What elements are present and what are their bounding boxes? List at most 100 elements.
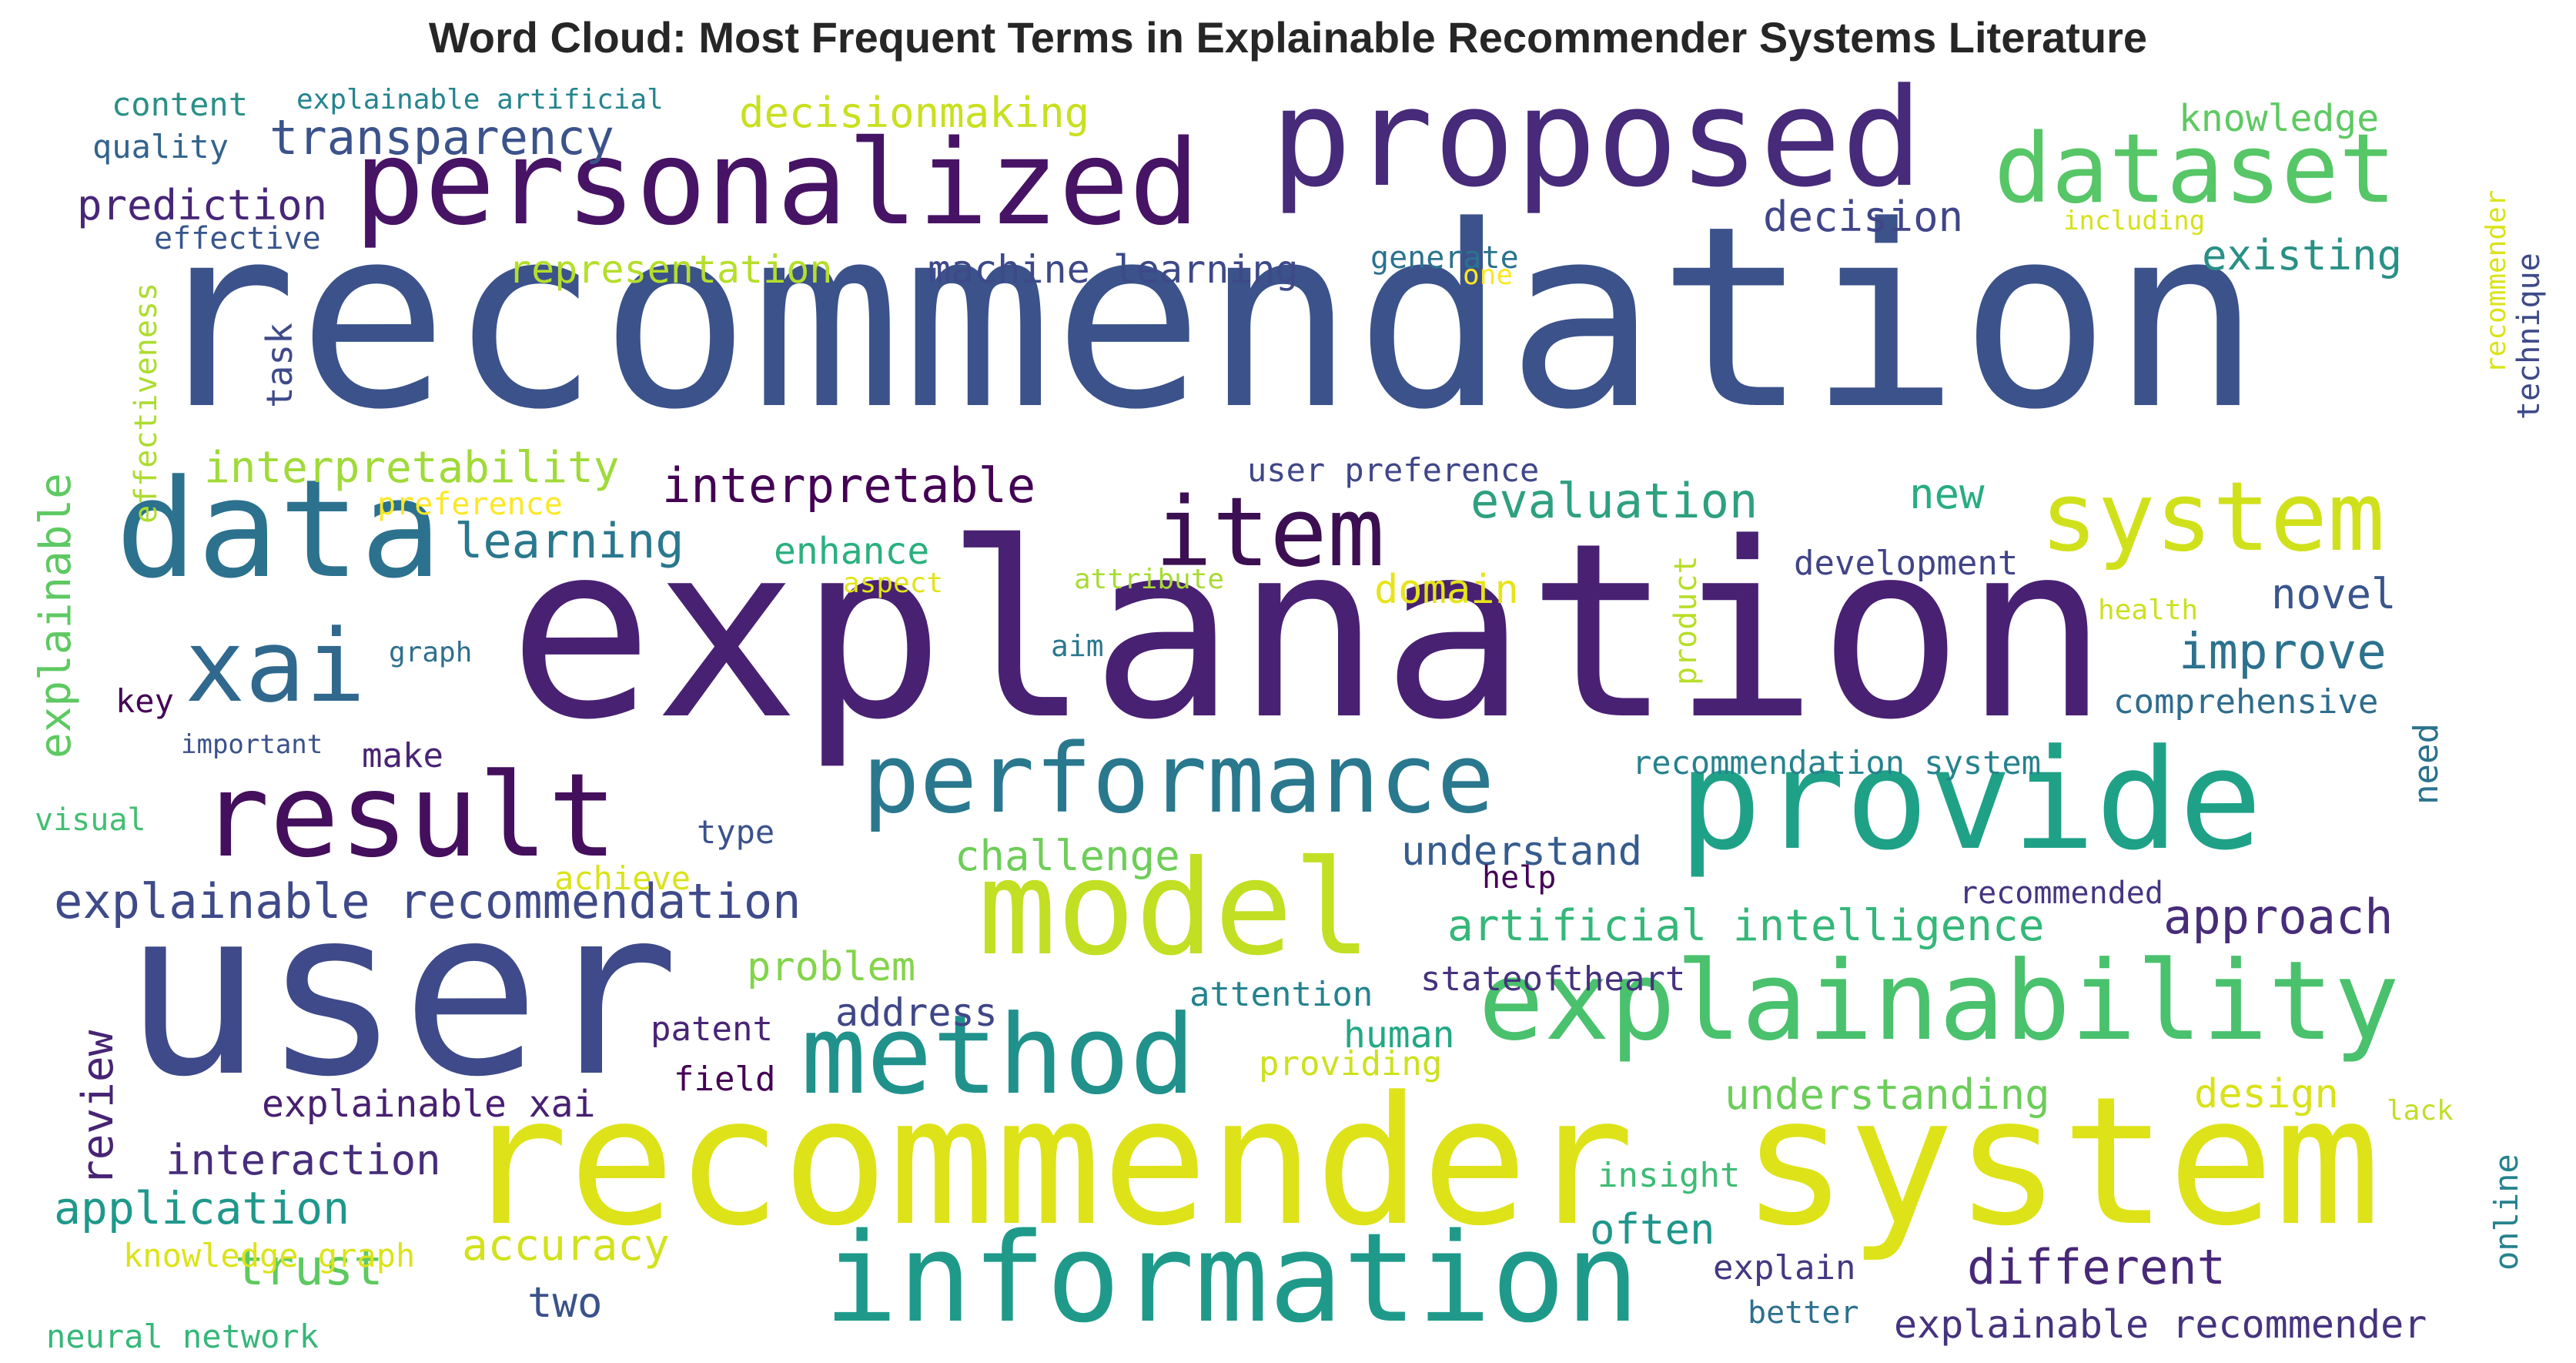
word-aspect: aspect [843,568,944,599]
word-achieve: achieve [554,859,691,897]
word-recommender: recommender [2481,189,2512,373]
word-trust: trust [235,1240,383,1297]
word-system: system [2040,462,2385,573]
word-interaction: interaction [166,1136,441,1184]
word-recommended: recommended [1959,876,2163,911]
word-evaluation: evaluation [1470,473,1758,529]
word-transparency: transparency [269,109,614,166]
word-user-preference: user preference [1247,451,1540,489]
word-recommender-system: recommender system [462,1060,2381,1265]
word-method: method [801,992,1196,1119]
word-key: key [115,682,174,720]
word-knowledge-graph: knowledge graph [123,1237,416,1274]
word-one: one [1463,260,1514,291]
word-explain: explain [1713,1248,1856,1288]
word-address: address [835,990,998,1035]
word-design: design [2194,1071,2339,1117]
word-understand: understand [1401,829,1643,875]
word-quality: quality [92,128,229,166]
word-field: field [674,1060,776,1099]
word-dataset: dataset [1994,114,2397,225]
word-knowledge: knowledge [2179,97,2380,140]
word-novel: novel [2271,570,2397,618]
word-preference: preference [377,487,563,522]
word-two: two [527,1278,603,1327]
word-decisionmaking: decisionmaking [739,89,1090,137]
word-result: result [200,749,617,883]
word-important: important [181,729,323,760]
word-technique: technique [2511,253,2547,420]
word-help: help [1482,860,1557,896]
word-accuracy: accuracy [462,1221,670,1271]
word-make: make [362,736,443,775]
word-data: data [115,450,442,608]
word-new: new [1909,470,1985,518]
word-development: development [1794,544,2019,583]
word-explainability: explainability [1478,938,2400,1065]
word-xai: xai [185,608,366,725]
word-user: user [123,859,680,1127]
word-visual: visual [35,802,146,838]
word-enhance: enhance [774,530,930,573]
word-prediction: prediction [77,181,328,229]
word-model: model [978,832,1372,985]
word-explainable-artificial: explainable artificial [296,84,664,116]
word-effective: effective [154,221,321,256]
word-provide: provide [1678,720,2263,881]
word-representation: representation [508,247,833,292]
word-task: task [259,323,300,408]
word-attribute: attribute [1074,564,1225,595]
word-explainable-recommendation: explainable recommendation [54,873,801,929]
word-proposed: proposed [1270,59,1923,217]
word-effectiveness: effectiveness [129,282,164,524]
word-different: different [1967,1239,2226,1295]
word-online: online [2487,1154,2525,1271]
word-explainable-recommender: explainable recommender [1894,1302,2427,1347]
word-insight: insight [1597,1156,1741,1195]
chart-title: Word Cloud: Most Frequent Terms in Expla… [428,13,2148,62]
word-machine-learning: machine learning [928,247,1299,292]
word-application: application [54,1182,350,1234]
word-type: type [697,813,775,851]
word-recommendation-system: recommendation system [1632,744,2042,782]
word-challenge: challenge [955,832,1180,880]
word-understanding: understanding [1725,1070,2050,1119]
word-learning: learning [454,513,684,569]
word-graph: graph [389,637,473,668]
word-providing: providing [1259,1044,1443,1083]
word-patent: patent [651,1010,773,1049]
word-health: health [2098,594,2199,626]
word-including: including [2063,206,2206,236]
word-lack: lack [2387,1095,2454,1127]
word-existing: existing [2202,231,2403,280]
word-problem: problem [747,944,916,990]
word-content: content [112,85,249,123]
word-information: information [824,1206,1640,1350]
word-recommendation: recommendation [146,172,2262,464]
word-artificial-intelligence: artificial intelligence [1447,901,2045,951]
word-explainable: explainable [31,473,81,759]
word-neural-network: neural network [46,1318,319,1355]
word-interpretability: interpretability [204,443,620,493]
word-often: often [1590,1205,1715,1254]
word-item: item [1155,477,1385,588]
word-personalized: personalized [354,115,1200,251]
word-performance: performance [862,724,1495,835]
word-comprehensive: comprehensive [2113,682,2379,722]
word-review: review [73,1030,123,1186]
word-explainable-xai: explainable xai [262,1083,596,1126]
word-aim: aim [1051,629,1104,663]
word-domain: domain [1374,567,1519,613]
word-generate: generate [1370,240,1519,276]
word-explanation: explanation [508,492,2109,773]
word-decision: decision [1763,193,1964,241]
word-stateoftheart: stateoftheart [1420,959,1686,999]
word-attention: attention [1189,975,1373,1014]
word-better: better [1748,1295,1859,1331]
word-need: need [2407,723,2446,805]
word-human: human [1343,1013,1455,1057]
word-product: product [1668,555,1704,685]
word-interpretable: interpretable [662,457,1036,514]
word-improve: improve [2179,624,2387,681]
